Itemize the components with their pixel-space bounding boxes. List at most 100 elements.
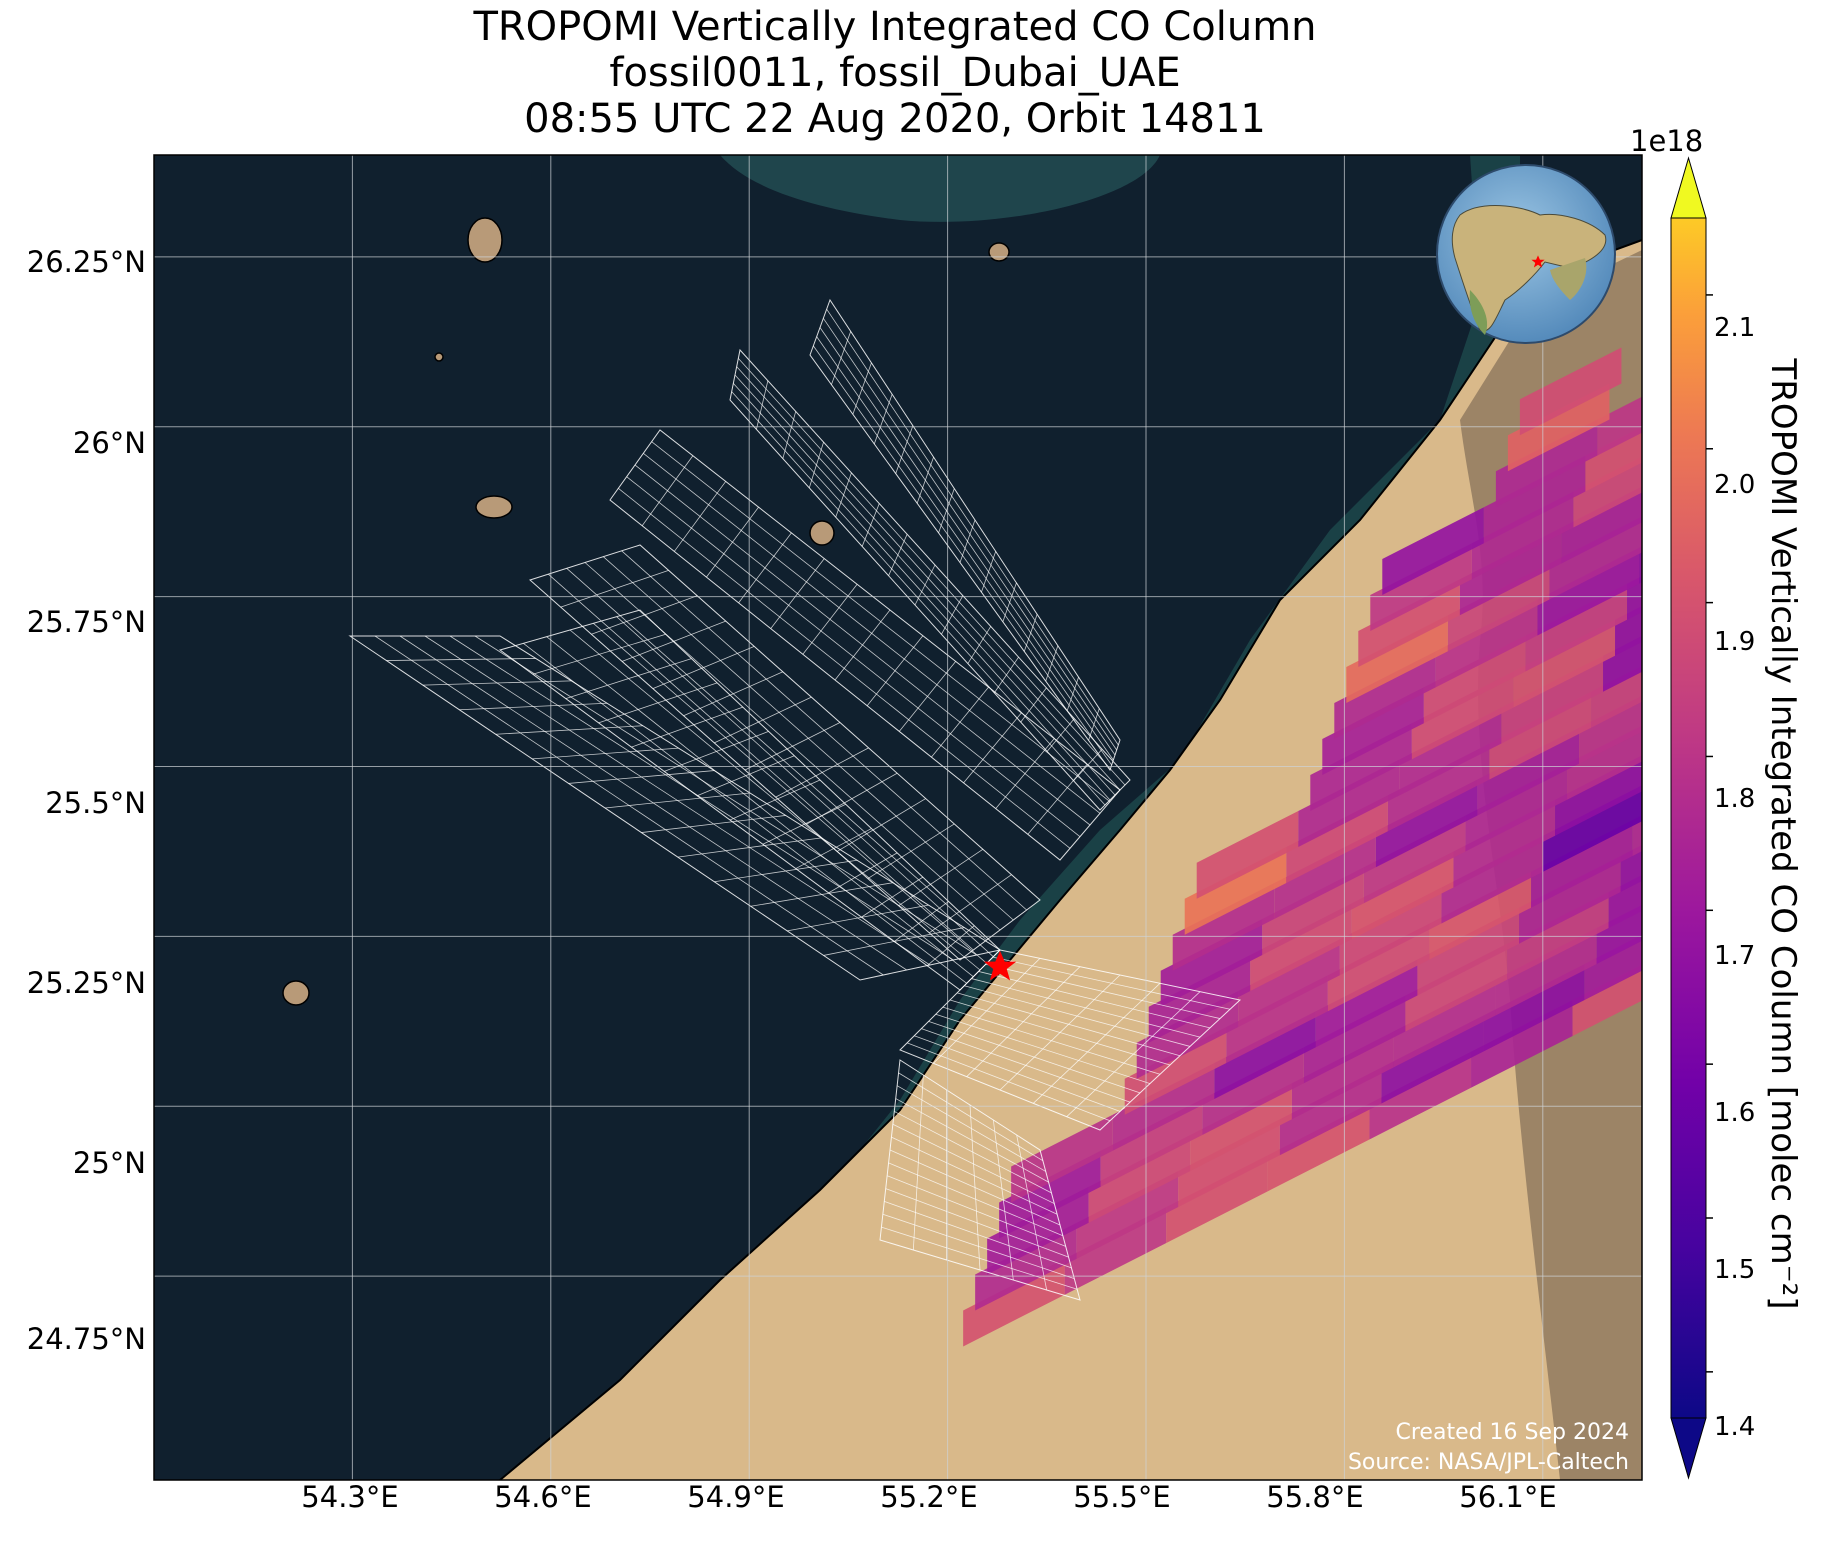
co-pixel xyxy=(1363,815,1466,904)
footprint-line xyxy=(734,374,1116,796)
co-pixel xyxy=(1226,975,1328,1063)
co-pixel xyxy=(1100,1098,1203,1187)
co-pixels xyxy=(963,347,1642,1347)
footprint-line xyxy=(933,958,1041,1064)
footprint-line xyxy=(621,550,1027,911)
footprint-line xyxy=(969,1104,981,1271)
colorbar-extend-top xyxy=(1670,156,1707,219)
co-pixel xyxy=(1327,923,1430,1012)
title-line-1: TROPOMI Vertically Integrated CO Column xyxy=(473,4,1317,50)
co-pixel xyxy=(1411,671,1514,760)
map-area xyxy=(154,155,1642,1480)
co-pixel xyxy=(1339,887,1442,976)
co-pixel xyxy=(1585,426,1642,492)
colorbar-tick-label: 2.1 xyxy=(1714,313,1756,343)
xtick-label: 55.5°E xyxy=(1073,1480,1171,1514)
co-pixel xyxy=(1382,507,1484,595)
footprint-line xyxy=(374,635,884,976)
co-pixel xyxy=(1315,959,1418,1048)
co-pixel xyxy=(975,1222,1077,1311)
co-pixel xyxy=(1495,419,1598,508)
footprint-line xyxy=(1033,983,1161,1104)
footprint-line xyxy=(616,616,994,957)
footprint-line xyxy=(819,327,1116,756)
co-pixel xyxy=(1513,619,1616,708)
co-pixel xyxy=(1501,655,1604,744)
co-pixel xyxy=(1262,867,1364,955)
colorbar-tick-label: 1.6 xyxy=(1714,1098,1756,1128)
co-pixel xyxy=(1597,396,1642,456)
footprint-line xyxy=(424,635,931,966)
footprint-line xyxy=(826,308,1119,746)
colorbar-extend-bottom xyxy=(1670,1417,1707,1480)
co-pixel xyxy=(1274,831,1376,919)
co-pixel xyxy=(1351,851,1454,940)
credit-created: Created 16 Sep 2024 xyxy=(1395,1420,1630,1445)
co-pixel xyxy=(1483,455,1586,544)
co-pixel xyxy=(1322,687,1424,775)
footprint-line xyxy=(449,635,954,961)
footprint-line xyxy=(816,336,1114,761)
co-pixel xyxy=(1435,599,1538,688)
co-pixel xyxy=(1471,491,1574,580)
co-pixel xyxy=(1591,665,1642,728)
co-pixel xyxy=(1519,347,1622,436)
co-pixel xyxy=(1507,891,1609,980)
co-pixel xyxy=(1381,1015,1484,1104)
footprint-line xyxy=(1016,1134,1048,1291)
co-pixel xyxy=(1447,563,1550,652)
co-pixel xyxy=(1507,383,1610,472)
co-pixel xyxy=(1489,691,1592,780)
co-pixel xyxy=(1178,1119,1280,1207)
footprint-line xyxy=(823,318,1117,751)
land xyxy=(500,240,1642,1480)
co-pixel xyxy=(1567,725,1642,800)
ytick-label: 24.75°N xyxy=(26,1322,146,1356)
co-pixel xyxy=(1310,723,1412,811)
co-pixel xyxy=(1429,871,1532,960)
co-pixel xyxy=(1405,943,1508,1032)
co-pixel xyxy=(1369,1051,1472,1140)
map-frame xyxy=(153,154,1643,1481)
co-pixel xyxy=(1423,635,1526,724)
ytick-label: 25.75°N xyxy=(26,605,146,639)
co-pixel xyxy=(1471,999,1573,1088)
co-pixel xyxy=(1064,1206,1167,1295)
coastline xyxy=(499,239,1642,1480)
footprint-line xyxy=(593,623,987,964)
co-pixel xyxy=(1160,918,1263,1007)
co-pixel xyxy=(1543,785,1642,872)
co-pixel xyxy=(1286,795,1388,883)
co-pixel xyxy=(1370,543,1472,631)
co-pixel xyxy=(1537,547,1640,636)
colorbar-tick-label: 1.4 xyxy=(1714,1412,1756,1442)
co-pixel xyxy=(1112,1062,1215,1151)
colorbar-tick-label: 2.0 xyxy=(1714,470,1756,500)
footprint-line xyxy=(603,556,1014,921)
footprint-line xyxy=(912,1074,924,1251)
co-pixel xyxy=(1441,835,1544,924)
co-pixel xyxy=(1375,779,1478,868)
co-pixel xyxy=(1453,799,1556,888)
co-pixel xyxy=(1531,819,1633,908)
co-pixel xyxy=(1148,954,1251,1043)
colorbar xyxy=(1670,156,1713,1480)
footprint-line xyxy=(651,441,1111,802)
ytick-label: 25.5°N xyxy=(45,786,146,820)
co-pixel xyxy=(1076,1170,1179,1259)
colorbar-tick-label: 1.8 xyxy=(1714,784,1756,814)
co-pixel xyxy=(1573,456,1642,528)
footprint-line xyxy=(548,573,974,951)
colorbar-tick-label: 1.7 xyxy=(1714,941,1756,971)
credit-source: Source: NASA/JPL-Caltech xyxy=(1347,1450,1629,1475)
globe-site-star xyxy=(1531,255,1545,268)
footprint-line xyxy=(813,345,1112,766)
footprint-line xyxy=(566,568,987,941)
footprint-line xyxy=(992,1119,1014,1281)
co-pixel xyxy=(1279,1067,1382,1156)
co-pixel xyxy=(1483,963,1585,1052)
co-pixel xyxy=(1124,1026,1227,1115)
co-pixel xyxy=(1561,486,1642,564)
colorbar-tick-label: 1.9 xyxy=(1714,627,1756,657)
